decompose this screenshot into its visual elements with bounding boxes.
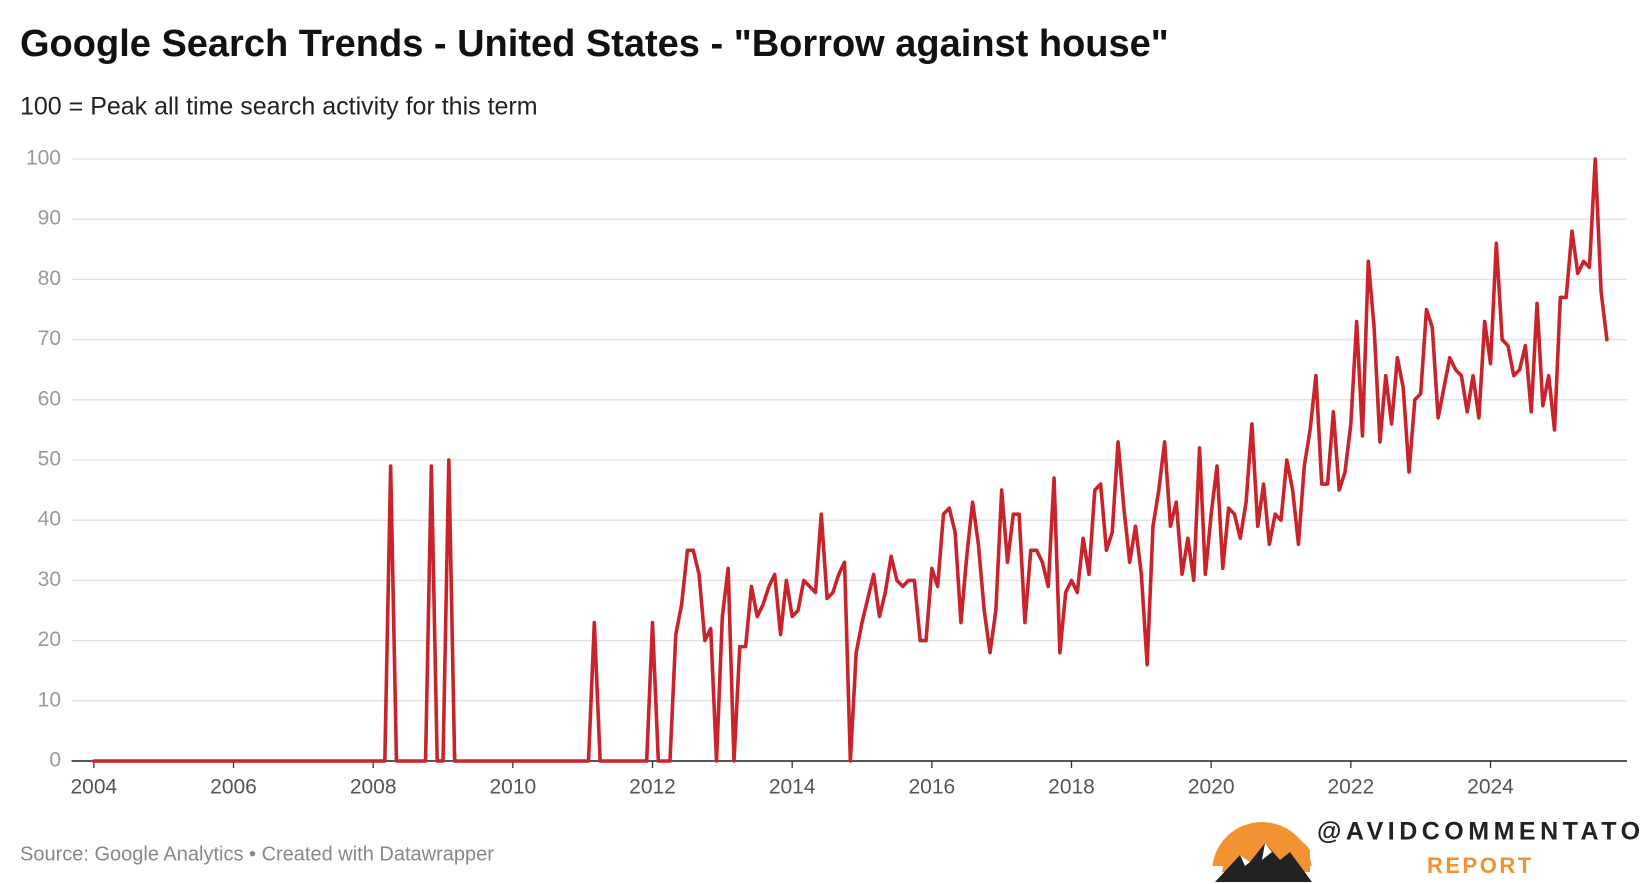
- y-tick-label: 80: [38, 267, 61, 290]
- series-line: [92, 157, 1609, 763]
- y-tick-label: 30: [38, 568, 61, 591]
- x-tick-label: 2014: [769, 776, 816, 799]
- logo-mountains: [1215, 843, 1312, 882]
- logo-snow: [1240, 843, 1272, 866]
- y-tick-label: 0: [49, 749, 61, 772]
- x-tick-label: 2012: [629, 776, 676, 799]
- source-note: Source: Google Analytics • Created with …: [20, 843, 494, 865]
- x-tick-label: 2006: [210, 776, 257, 799]
- y-tick-label: 70: [38, 327, 61, 350]
- brand-logo: @AVIDCOMMENTATOR REPORT: [1212, 818, 1640, 882]
- x-tick-label: 2022: [1327, 776, 1374, 799]
- x-tick-label: 2016: [908, 776, 955, 799]
- y-tick-label: 40: [38, 508, 61, 531]
- y-tick-label: 50: [38, 448, 61, 471]
- chart-subtitle: 100 = Peak all time search activity for …: [20, 93, 538, 121]
- chart-title: Google Search Trends - United States - "…: [20, 23, 1169, 65]
- brand-name: REPORT: [1427, 853, 1534, 878]
- x-tick-label: 2020: [1188, 776, 1235, 799]
- x-tick-label: 2018: [1048, 776, 1095, 799]
- y-tick-label: 10: [38, 688, 61, 711]
- x-tick-label: 2004: [70, 776, 117, 799]
- y-tick-label: 100: [26, 147, 61, 170]
- x-tick-label: 2024: [1467, 776, 1514, 799]
- brand-handle: @AVIDCOMMENTATOR: [1317, 818, 1640, 846]
- y-tick-label: 90: [38, 207, 61, 230]
- x-tick-label: 2010: [489, 776, 536, 799]
- x-tick-label: 2008: [350, 776, 397, 799]
- y-tick-label: 60: [38, 387, 61, 410]
- y-tick-label: 20: [38, 628, 61, 651]
